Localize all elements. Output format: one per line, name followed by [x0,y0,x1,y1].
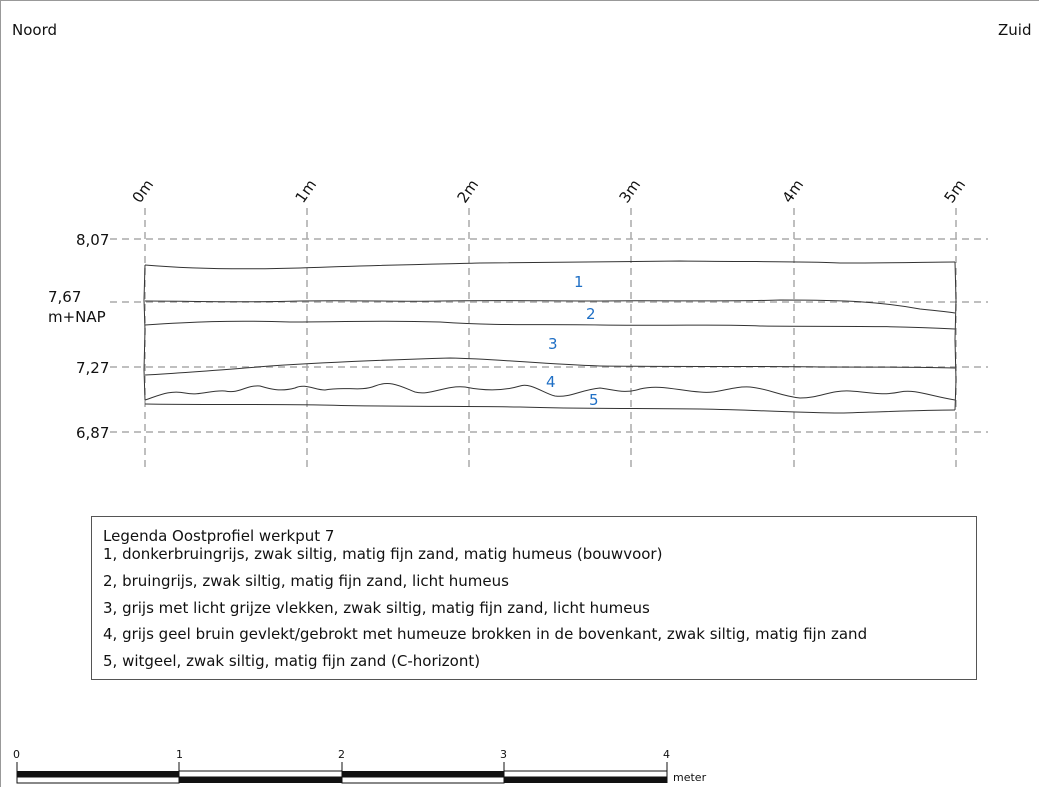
boundary-2-3 [144,320,956,330]
boundary-4-5-wavy [144,383,956,401]
boundary-3-4 [144,357,956,376]
legend-item: 5, witgeel, zwak siltig, matig fijn zand… [103,652,481,670]
elevation-label: 7,27 [76,359,110,377]
elevation-label: 8,07 [76,231,110,249]
scale-segment-3-4-top [503,770,668,778]
layer-numbers: 1 2 3 4 5 [546,273,599,409]
layer-number-2: 2 [586,305,596,323]
layer-number-3: 3 [548,335,558,353]
legend: Legenda Oostprofiel werkput 7 1, donkerb… [91,516,977,680]
scale-label: 3 [500,748,507,761]
scale-label: 2 [338,748,345,761]
legend-item: 3, grijs met licht grijze vlekken, zwak … [103,599,650,617]
scale-segment-0-1-top [17,771,179,777]
boundary-1-2 [144,299,956,314]
distance-tick-label: 3m [616,176,645,206]
boundary-bottom [144,403,956,414]
layer-number-1: 1 [574,273,584,291]
profile-drawing [143,260,957,414]
scale-segment-2-3-bottom [341,776,505,784]
direction-label-north: Noord [12,21,57,39]
legend-title: Legenda Oostprofiel werkput 7 [103,527,335,545]
distance-tick-label: 4m [779,176,808,206]
scale-segment-0-1-bottom [16,776,180,784]
distance-tick-label: 2m [454,176,483,206]
scale-unit: meter [673,771,707,784]
scale-bar [16,762,668,784]
scale-label: 4 [663,748,670,761]
scale-segment-1-2-bottom [179,777,342,783]
scale-label: 1 [176,748,183,761]
scale-label: 0 [13,748,20,761]
distance-tick-label: 0m [129,176,158,206]
distance-ticks: 0m 1m 2m 3m 4m 5m [129,176,970,206]
scale-segment-2-3-top [342,771,504,777]
legend-item: 4, grijs geel bruin gevlekt/gebrokt met … [103,625,868,643]
profile-left-edge [143,264,146,401]
legend-item: 2, bruingrijs, zwak siltig, matig fijn z… [103,572,509,590]
direction-label-south: Zuid [998,21,1032,39]
layer-number-5: 5 [589,391,599,409]
scale-segment-1-2-top [178,770,343,778]
profile-right-edge [954,261,957,411]
boundary-surface [144,260,956,270]
distance-tick-label: 5m [941,176,970,206]
layer-number-4: 4 [546,373,556,391]
scale-segment-3-4-bottom [504,777,667,783]
legend-item: 1, donkerbruingrijs, zwak siltig, matig … [103,545,663,563]
elevation-label: 6,87 [76,424,110,442]
distance-tick-label: 1m [292,176,321,206]
elevation-unit: m+NAP [48,308,106,326]
elevation-label: 7,67 [48,288,82,306]
